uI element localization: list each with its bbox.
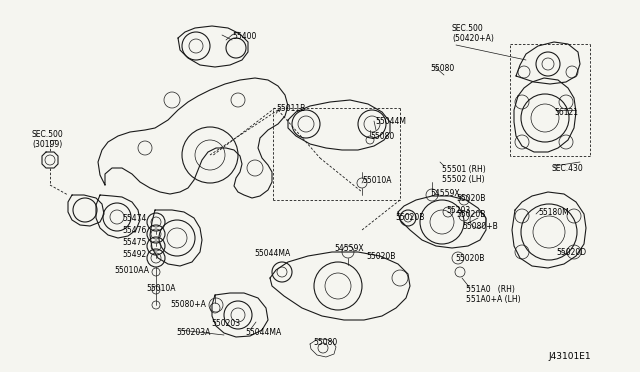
- Text: 54559X: 54559X: [430, 189, 460, 198]
- Text: 55474: 55474: [122, 214, 147, 223]
- Text: 55010A: 55010A: [362, 176, 392, 185]
- Text: 55020B: 55020B: [395, 213, 424, 222]
- Text: 54559X: 54559X: [334, 244, 364, 253]
- Text: 55501 (RH)
55502 (LH): 55501 (RH) 55502 (LH): [442, 165, 486, 185]
- Text: 55011B: 55011B: [276, 104, 305, 113]
- Text: 55010A: 55010A: [146, 284, 175, 293]
- Text: 55044MA: 55044MA: [245, 328, 281, 337]
- Text: 56121: 56121: [554, 108, 578, 117]
- Text: 55180M: 55180M: [538, 208, 569, 217]
- Text: 55020B: 55020B: [456, 210, 485, 219]
- Text: 55080+A: 55080+A: [170, 300, 206, 309]
- Text: 55044M: 55044M: [375, 117, 406, 126]
- Text: 55020B: 55020B: [455, 254, 484, 263]
- Text: 55044MA: 55044MA: [254, 249, 291, 258]
- Text: 55080: 55080: [370, 132, 394, 141]
- Text: 55475: 55475: [122, 238, 147, 247]
- Text: 55020B: 55020B: [366, 252, 396, 261]
- Text: 550203A: 550203A: [176, 328, 211, 337]
- Text: 550203: 550203: [211, 319, 240, 328]
- Text: 55400: 55400: [232, 32, 257, 41]
- Text: 55080: 55080: [313, 338, 337, 347]
- Text: 55080+B: 55080+B: [462, 222, 498, 231]
- Text: 55010AA: 55010AA: [114, 266, 149, 275]
- Text: SEC.500
(50420+A): SEC.500 (50420+A): [452, 24, 494, 44]
- Text: J43101E1: J43101E1: [548, 352, 591, 361]
- Text: SEC.500
(30199): SEC.500 (30199): [32, 130, 64, 150]
- Text: SEC.430: SEC.430: [552, 164, 584, 173]
- Text: 55203: 55203: [446, 206, 470, 215]
- Text: 551A0   (RH)
551A0+A (LH): 551A0 (RH) 551A0+A (LH): [466, 285, 520, 304]
- Text: 55020D: 55020D: [556, 248, 586, 257]
- Text: 55020B: 55020B: [456, 194, 485, 203]
- Text: 55476: 55476: [122, 226, 147, 235]
- Text: 55492: 55492: [122, 250, 147, 259]
- Text: 55080: 55080: [430, 64, 454, 73]
